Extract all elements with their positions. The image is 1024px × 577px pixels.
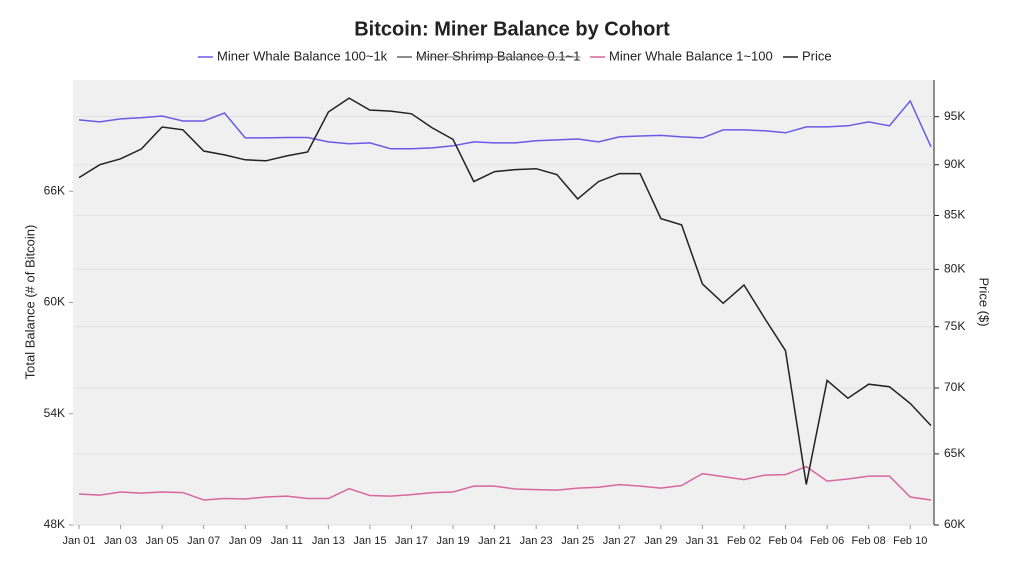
x-tick-label: Jan 03 [104, 535, 137, 547]
x-tick-label: Feb 10 [893, 535, 927, 547]
x-tick-label: Jan 11 [271, 535, 303, 547]
legend-label[interactable]: Miner Shrimp Balance 0.1~1 [416, 48, 580, 63]
y2-tick-label: 65K [944, 446, 965, 460]
y2-tick-label: 90K [944, 157, 965, 171]
legend-label[interactable]: Price [802, 48, 832, 63]
x-tick-label: Jan 29 [644, 535, 677, 547]
x-tick-label: Feb 06 [810, 535, 844, 547]
x-tick-label: Jan 13 [312, 535, 345, 547]
x-tick-label: Feb 04 [768, 535, 802, 547]
chart-title: Bitcoin: Miner Balance by Cohort [354, 18, 670, 40]
y-tick-label: 66K [44, 183, 65, 197]
series-line [78, 97, 932, 485]
y2-tick-label: 95K [944, 109, 965, 123]
x-tick-label: Feb 02 [727, 535, 761, 547]
y-axis-label: Total Balance (# of Bitcoin) [22, 225, 37, 380]
y-tick-label: 54K [44, 406, 65, 420]
x-tick-label: Feb 08 [852, 535, 886, 547]
y2-tick-label: 75K [944, 319, 965, 333]
y2-tick-label: 70K [944, 380, 965, 394]
y2-tick-label: 80K [944, 262, 965, 276]
x-tick-label: Jan 19 [437, 535, 470, 547]
legend-label[interactable]: Miner Whale Balance 100~1k [217, 48, 388, 63]
x-tick-label: Jan 27 [603, 535, 636, 547]
y2-tick-label: 85K [944, 208, 965, 222]
legend: Miner Whale Balance 100~1k Miner Shrimp B… [198, 48, 832, 63]
series-line [78, 465, 932, 501]
legend-label[interactable]: Miner Whale Balance 1~100 [609, 48, 773, 63]
y-tick-label: 60K [44, 295, 65, 309]
x-tick-label: Jan 15 [353, 535, 386, 547]
plot-background [73, 80, 934, 525]
x-tick-label: Jan 25 [561, 535, 594, 547]
x-tick-label: Jan 21 [478, 535, 511, 547]
y2-axis-label: Price ($) [977, 277, 992, 326]
series-line [78, 99, 932, 150]
x-tick-label: Jan 23 [520, 535, 553, 547]
x-tick-label: Jan 05 [146, 535, 179, 547]
x-tick-label: Jan 31 [686, 535, 719, 547]
y2-tick-label: 60K [944, 517, 965, 531]
x-tick-label: Jan 09 [229, 535, 262, 547]
y-tick-label: 48K [44, 517, 65, 531]
x-tick-label: Jan 07 [187, 535, 220, 547]
x-tick-label: Jan 17 [395, 535, 428, 547]
x-tick-label: Jan 01 [62, 535, 95, 547]
